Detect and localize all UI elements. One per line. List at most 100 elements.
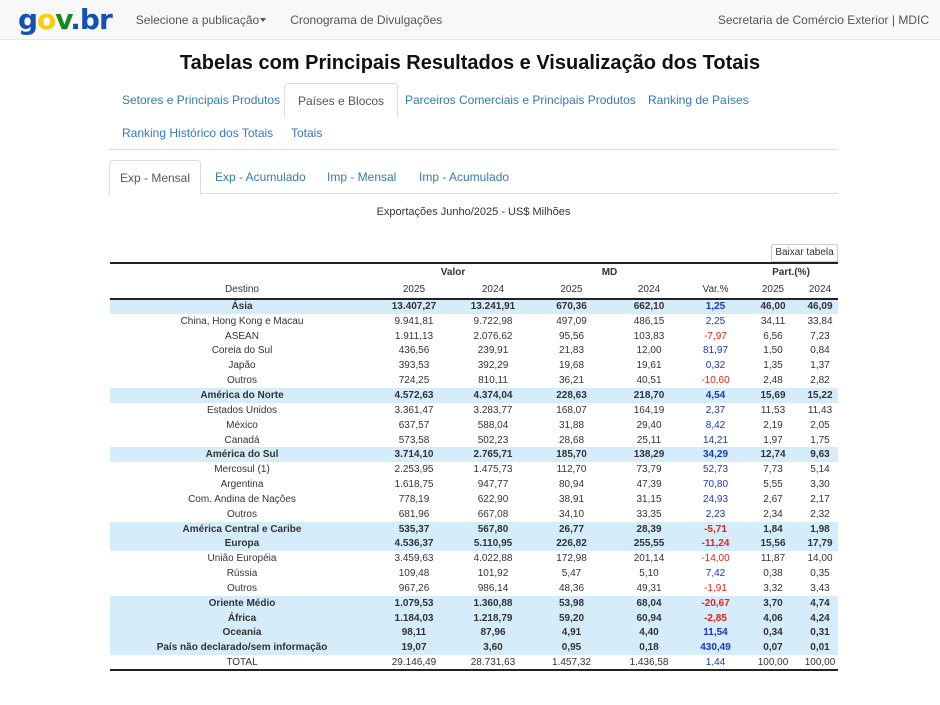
var-cell: 24,93 bbox=[702, 493, 729, 505]
valor-2025-cell: 1.079,53 bbox=[374, 595, 454, 611]
destination-cell: União Européia bbox=[207, 553, 277, 565]
part-2024-cell: 4,24 bbox=[802, 610, 839, 626]
part-2025-cell: 1,35 bbox=[763, 360, 783, 372]
tab-exp-acumulado[interactable]: Exp - Acumulado bbox=[215, 170, 306, 184]
part-2025-cell: 11,53 bbox=[760, 404, 786, 416]
md-2024-cell: 5,10 bbox=[639, 568, 659, 580]
destination-cell: Rússia bbox=[226, 568, 258, 580]
table-row: União Européia 3.459,63 4.022,88 172,98 201,… bbox=[110, 551, 838, 566]
valor-2025-cell: 535,37 bbox=[374, 521, 454, 537]
md-2025-cell: 172,98 bbox=[556, 553, 587, 565]
valor-2025-cell: 1.184,03 bbox=[374, 610, 454, 626]
destination-cell: África bbox=[110, 610, 374, 626]
destination-cell: Ásia bbox=[110, 299, 374, 314]
var-cell: 52,73 bbox=[702, 464, 729, 476]
var-cell: 4,54 bbox=[687, 388, 744, 403]
tab-imp-acumulado[interactable]: Imp - Acumulado bbox=[419, 170, 510, 184]
publication-select[interactable]: Selecione a publicação bbox=[136, 13, 267, 27]
var-cell: -1,91 bbox=[704, 582, 727, 594]
valor-2024-cell: 502,23 bbox=[477, 434, 509, 446]
valor-2024-cell: 4.374,04 bbox=[454, 388, 532, 403]
tab-imp-mensal[interactable]: Imp - Mensal bbox=[327, 170, 397, 184]
valor-2025-cell: 4.536,37 bbox=[374, 536, 454, 552]
md-2025-cell: 228,63 bbox=[532, 388, 611, 403]
part-2025-cell: 34,11 bbox=[760, 315, 786, 327]
part-2024-cell: 0,01 bbox=[802, 640, 839, 656]
schedule-link[interactable]: Cronograma de Divulgações bbox=[290, 12, 443, 27]
header-valor-2025: 2025 bbox=[374, 281, 454, 300]
download-table-button[interactable]: Baixar tabela bbox=[771, 244, 838, 262]
md-2024-cell: 103,83 bbox=[633, 330, 665, 342]
var-cell: 2,25 bbox=[705, 315, 726, 327]
valor-2025-cell: 1.618,75 bbox=[394, 479, 434, 491]
md-2024-cell: 0,18 bbox=[611, 640, 687, 656]
destination-cell: ASEAN bbox=[225, 330, 259, 342]
part-2024-cell: 2,05 bbox=[810, 419, 830, 431]
valor-2024-cell: 1.218,79 bbox=[454, 610, 532, 626]
valor-2024-cell: 1.360,88 bbox=[454, 595, 532, 611]
header-empty bbox=[110, 262, 374, 281]
part-2024-cell: 1,75 bbox=[810, 434, 830, 446]
header-md-2025: 2025 bbox=[532, 281, 611, 300]
tab-paises-blocos[interactable]: Países e Blocos bbox=[284, 83, 399, 118]
md-2024-cell: 31,15 bbox=[636, 493, 662, 505]
var-cell: 430,49 bbox=[687, 640, 744, 656]
md-2025-cell: 497,09 bbox=[556, 315, 587, 327]
valor-2024-cell: 622,90 bbox=[477, 493, 509, 505]
part-2025-cell: 2,48 bbox=[763, 375, 783, 387]
valor-2024-cell: 3,60 bbox=[454, 640, 532, 656]
md-2025-cell: 80,94 bbox=[558, 479, 585, 491]
tab-exp-mensal[interactable]: Exp - Mensal bbox=[109, 160, 201, 195]
md-2024-cell: 486,15 bbox=[633, 315, 665, 327]
part-2024-cell: 2,17 bbox=[810, 493, 830, 505]
valor-2024-cell: 947,77 bbox=[477, 479, 509, 491]
table-row: Japão 393,53 392,29 19,68 19,61 0,32 1,35 1,37 bbox=[110, 358, 838, 373]
md-2024-cell: 4,40 bbox=[611, 625, 687, 641]
md-2025-cell: 185,70 bbox=[532, 447, 611, 463]
main-tabs: Setores e Principais Produtos Países e B… bbox=[109, 83, 838, 150]
group-row: Europa 4.536,37 5.110,95 226,82 255,55 -11,24… bbox=[110, 536, 839, 552]
tab-ranking-historico[interactable]: Ranking Histórico dos Totais bbox=[122, 126, 274, 140]
valor-2025-cell: 13.407,27 bbox=[374, 299, 454, 314]
tab-totais[interactable]: Totais bbox=[291, 126, 323, 140]
valor-2024-cell: 986,14 bbox=[477, 582, 509, 594]
org-link[interactable]: Secretaria de Comércio Exterior | MDIC bbox=[717, 12, 929, 27]
tab-setores[interactable]: Setores e Principais Produtos bbox=[122, 93, 281, 107]
table-row: Com. Andina de Nações 778,19 622,90 38,91 31… bbox=[110, 492, 838, 507]
part-2024-cell: 4,74 bbox=[802, 595, 839, 611]
var-cell: 8,42 bbox=[705, 419, 726, 431]
part-2024-cell: 7,23 bbox=[810, 330, 830, 342]
md-2024-cell: 49,31 bbox=[636, 582, 662, 594]
valor-2025-cell: 573,58 bbox=[398, 434, 430, 446]
md-2025-cell: 48,36 bbox=[558, 582, 585, 594]
md-2024-cell: 19,61 bbox=[636, 360, 662, 372]
part-2024-cell: 5,14 bbox=[810, 464, 830, 476]
part-2025-cell: 2,67 bbox=[763, 493, 783, 505]
part-2025-cell: 7,73 bbox=[763, 464, 783, 476]
var-cell: -5,71 bbox=[687, 521, 744, 537]
part-2025-cell: 0,38 bbox=[763, 568, 783, 580]
part-2024-cell: 17,79 bbox=[802, 536, 839, 552]
valor-2025-cell: 29.146,49 bbox=[374, 655, 454, 672]
valor-2025-cell: 4.572,63 bbox=[374, 388, 454, 403]
part-2024-cell: 9,63 bbox=[802, 447, 839, 463]
tab-parceiros[interactable]: Parceiros Comerciais e Principais Produt… bbox=[405, 93, 636, 107]
valor-2025-cell: 3.361,47 bbox=[394, 404, 434, 416]
group-row: África 1.184,03 1.218,79 59,20 60,94 -2,85 4,0… bbox=[110, 610, 839, 626]
var-cell: -10,60 bbox=[701, 375, 730, 387]
md-2024-cell: 12,00 bbox=[636, 345, 662, 357]
part-2025-cell: 100,00 bbox=[744, 655, 802, 672]
destination-cell: Com. Andina de Nações bbox=[188, 493, 296, 505]
valor-2024-cell: 667,08 bbox=[477, 508, 509, 520]
valor-2025-cell: 1.911,13 bbox=[394, 330, 434, 342]
md-2025-cell: 26,77 bbox=[532, 521, 611, 537]
destination-cell: Argentina bbox=[220, 479, 264, 491]
valor-2025-cell: 967,26 bbox=[398, 582, 430, 594]
tab-ranking-paises[interactable]: Ranking de Países bbox=[648, 93, 749, 107]
destination-cell: Outros bbox=[226, 508, 257, 520]
valor-2025-cell: 98,11 bbox=[374, 625, 454, 641]
table-row: Outros 967,26 986,14 48,36 49,31 -1,91 3,32 3,4… bbox=[110, 581, 838, 596]
valor-2024-cell: 4.022,88 bbox=[473, 553, 513, 565]
govbr-logo[interactable]: gov.br bbox=[18, 2, 113, 36]
part-2025-cell: 1,84 bbox=[744, 521, 802, 537]
